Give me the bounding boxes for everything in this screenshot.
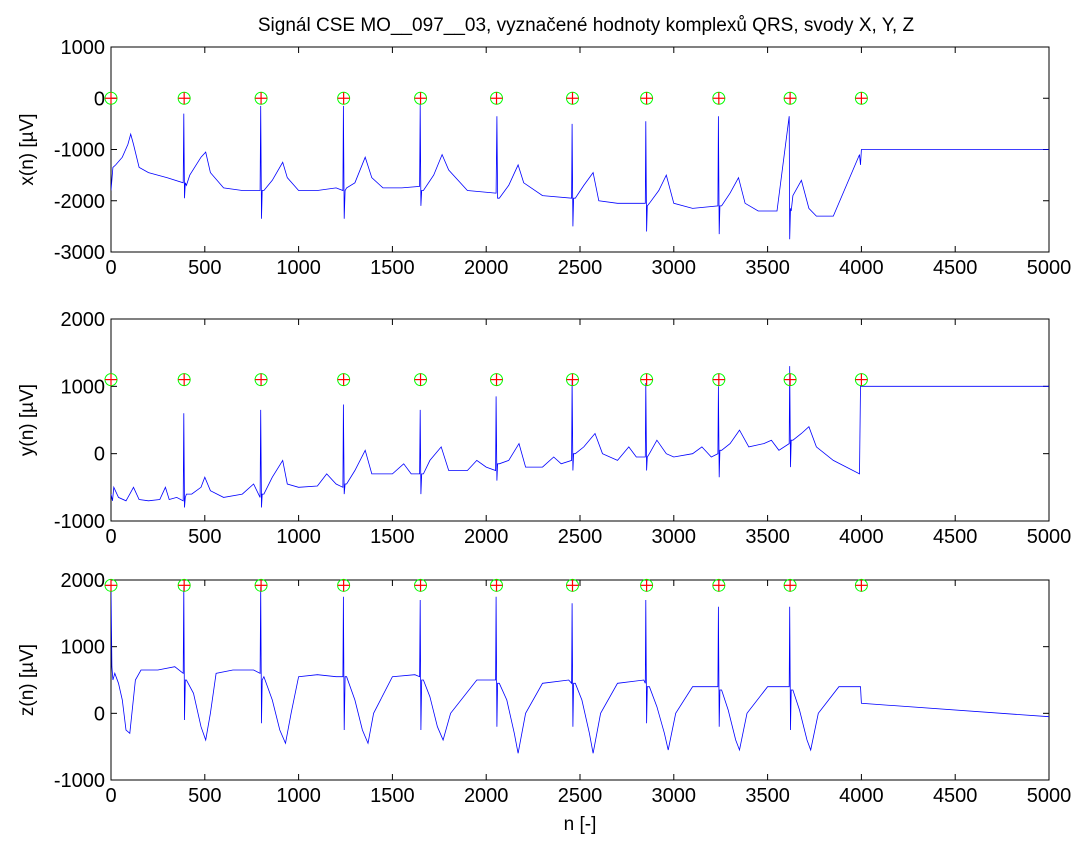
x-tick-label: 2500 — [558, 257, 603, 279]
y-tick-label: -2000 — [54, 191, 105, 213]
qrs-marker — [337, 578, 351, 592]
qrs-marker — [490, 91, 504, 105]
x-tick-label: 2000 — [464, 785, 509, 807]
qrs-marker — [565, 91, 579, 105]
qrs-marker — [104, 578, 118, 592]
x-tick-label: 0 — [105, 785, 116, 807]
y-axis-label-x: x(n) [µV] — [17, 113, 38, 185]
x-tick-label: 4000 — [839, 257, 884, 279]
x-tick-label: 3000 — [652, 785, 697, 807]
qrs-marker — [177, 373, 191, 387]
qrs-marker — [565, 373, 579, 387]
qrs-marker — [783, 578, 797, 592]
qrs-marker — [414, 373, 428, 387]
qrs-marker — [640, 578, 654, 592]
x-tick-label: 0 — [105, 257, 116, 279]
qrs-marker — [490, 578, 504, 592]
x-tick-label: 3000 — [652, 257, 697, 279]
qrs-marker — [490, 373, 504, 387]
qrs-marker — [854, 91, 868, 105]
qrs-marker — [854, 373, 868, 387]
axes-frame-z — [110, 579, 1050, 781]
qrs-marker — [104, 373, 118, 387]
y-tick-label: -1000 — [54, 511, 105, 533]
qrs-marker — [254, 91, 268, 105]
x-tick-label: 3000 — [652, 526, 697, 548]
x-tick-label: 4500 — [933, 257, 978, 279]
qrs-marker — [640, 373, 654, 387]
x-tick-label: 2500 — [558, 526, 603, 548]
x-tick-label: 0 — [105, 526, 116, 548]
y-tick-label: -3000 — [54, 242, 105, 264]
x-tick-label: 500 — [188, 526, 221, 548]
x-tick-label: 4500 — [933, 526, 978, 548]
x-axis-label: n [-] — [564, 814, 597, 835]
qrs-marker — [712, 373, 726, 387]
subplot-x: 0 500 1000 1500 2000 2500 3000 3500 4000 4500 5000… — [17, 37, 1071, 279]
y-tick-label: 1000 — [61, 637, 106, 659]
qrs-marker — [854, 578, 868, 592]
qrs-marker — [712, 578, 726, 592]
y-tick-label: 0 — [94, 703, 105, 725]
axes-frame-y — [110, 318, 1050, 522]
signal-line-z — [111, 586, 1049, 754]
qrs-marker — [177, 578, 191, 592]
x-tick-label: 1000 — [276, 526, 321, 548]
qrs-marker — [712, 91, 726, 105]
x-tick-label: 1500 — [370, 785, 415, 807]
x-tick-label: 2500 — [558, 785, 603, 807]
x-tick-label: 5000 — [1027, 257, 1072, 279]
qrs-marker — [337, 91, 351, 105]
x-tick-label: 500 — [188, 785, 221, 807]
y-tick-label: 0 — [94, 88, 105, 110]
qrs-marker — [565, 578, 579, 592]
subplot-z: 0 500 1000 1500 2000 2500 3000 3500 4000 4500 5000… — [17, 570, 1071, 807]
qrs-marker — [254, 578, 268, 592]
x-tick-label: 1500 — [370, 257, 415, 279]
x-tick-label: 4000 — [839, 526, 884, 548]
x-tick-label: 1000 — [276, 785, 321, 807]
x-tick-label: 3500 — [745, 257, 790, 279]
qrs-marker — [104, 91, 118, 105]
qrs-marker — [783, 91, 797, 105]
chart-title: Signál CSE MO__097__03, vyznačené hodnot… — [258, 15, 915, 36]
y-tick-label: 2000 — [61, 309, 106, 331]
y-tick-label: -1000 — [54, 770, 105, 792]
x-tick-label: 2000 — [464, 526, 509, 548]
y-tick-label: 1000 — [61, 37, 106, 59]
y-tick-label: 2000 — [61, 570, 106, 592]
x-tick-label: 3500 — [745, 785, 790, 807]
qrs-marker — [414, 91, 428, 105]
subplot-y: 0 500 1000 1500 2000 2500 3000 3500 4000 4500 5000… — [17, 309, 1071, 548]
y-axis-label-y: y(n) [µV] — [17, 384, 38, 456]
qrs-marker — [337, 373, 351, 387]
subplots-group: 0 500 1000 1500 2000 2500 3000 3500 4000 4500 5000… — [17, 37, 1071, 807]
y-tick-label: -1000 — [54, 140, 105, 162]
qrs-marker — [783, 373, 797, 387]
qrs-marker — [414, 578, 428, 592]
x-tick-label: 2000 — [464, 257, 509, 279]
qrs-marker — [254, 373, 268, 387]
y-tick-label: 0 — [94, 444, 105, 466]
x-tick-label: 4000 — [839, 785, 884, 807]
y-axis-label-z: z(n) [µV] — [17, 644, 38, 716]
signal-line-y — [111, 366, 1049, 508]
qrs-marker — [177, 91, 191, 105]
x-tick-label: 4500 — [933, 785, 978, 807]
x-tick-label: 1000 — [276, 257, 321, 279]
x-tick-label: 3500 — [745, 526, 790, 548]
x-tick-label: 500 — [188, 257, 221, 279]
x-tick-label: 5000 — [1027, 785, 1072, 807]
qrs-marker — [640, 91, 654, 105]
x-tick-label: 1500 — [370, 526, 415, 548]
signal-line-x — [111, 104, 1049, 240]
y-tick-label: 1000 — [61, 376, 106, 398]
x-tick-label: 5000 — [1027, 526, 1072, 548]
